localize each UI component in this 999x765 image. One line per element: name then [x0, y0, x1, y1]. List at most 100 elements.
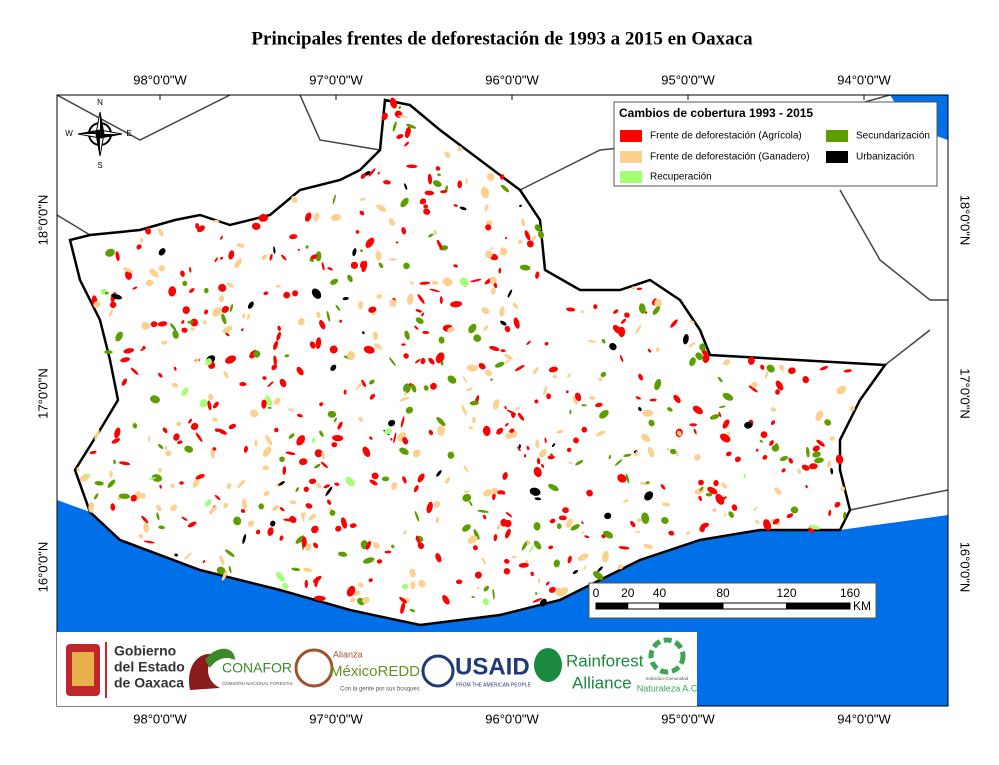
- land-cover-patch: [548, 366, 558, 373]
- land-cover-patch: [427, 173, 433, 185]
- land-cover-patch: [790, 506, 799, 514]
- land-cover-patch: [698, 479, 704, 486]
- land-cover-patch: [630, 520, 636, 528]
- land-cover-patch: [237, 479, 246, 489]
- land-cover-patch: [415, 358, 421, 364]
- land-cover-patch: [404, 391, 407, 396]
- land-cover-patch: [338, 551, 348, 557]
- land-cover-patch: [715, 493, 725, 505]
- land-cover-patch: [731, 504, 738, 511]
- scale-segment: [786, 602, 851, 610]
- land-cover-patch: [700, 522, 709, 529]
- land-cover-patch: [812, 451, 821, 458]
- land-cover-patch: [518, 562, 529, 568]
- land-cover-patch: [442, 595, 450, 605]
- land-cover-patch: [631, 286, 635, 290]
- land-cover-patch: [190, 327, 195, 331]
- land-cover-patch: [496, 427, 504, 435]
- land-cover-patch: [405, 406, 414, 414]
- land-cover-patch: [332, 434, 344, 442]
- land-cover-patch: [158, 372, 163, 378]
- compass-n: N: [97, 98, 103, 107]
- land-cover-patch: [113, 459, 116, 465]
- oaxaca-outline: [68, 98, 888, 627]
- land-cover-patch: [413, 449, 421, 458]
- land-cover-patch: [692, 405, 703, 415]
- land-cover-patch: [437, 425, 446, 436]
- latitude-label: 18°0'0"N: [958, 195, 973, 246]
- land-cover-patch: [287, 408, 294, 412]
- land-cover-patch: [313, 595, 326, 601]
- land-cover-patch: [279, 535, 284, 541]
- land-cover-patch: [440, 360, 444, 366]
- land-cover-patch: [395, 241, 399, 244]
- legend-label: Frente de deforestación (Ganadero): [650, 152, 810, 163]
- usaid-name: USAID: [455, 653, 530, 680]
- land-cover-patch: [291, 195, 298, 203]
- land-cover-patch: [815, 410, 824, 422]
- land-cover-patch: [340, 517, 348, 529]
- land-cover-patch: [255, 529, 261, 535]
- land-cover-patch: [365, 541, 372, 550]
- land-cover-patch: [459, 206, 467, 211]
- land-cover-patch: [399, 596, 408, 604]
- land-cover-patch: [229, 304, 234, 312]
- legend-label: Frente de deforestación (Agrícola): [650, 131, 802, 142]
- land-cover-patch: [277, 325, 281, 331]
- land-cover-patch: [359, 210, 365, 216]
- land-cover-patch: [788, 457, 794, 464]
- land-cover-patch: [723, 359, 731, 366]
- land-cover-patch: [360, 173, 366, 179]
- land-cover-patch: [279, 456, 285, 463]
- land-cover-patch: [272, 504, 279, 511]
- land-cover-patch: [829, 436, 835, 441]
- land-cover-patch: [581, 426, 588, 433]
- land-cover-patch: [93, 493, 99, 500]
- longitude-label: 96°0'0"W: [485, 711, 539, 726]
- land-cover-patch: [748, 385, 758, 393]
- land-cover-patch: [565, 518, 573, 529]
- land-cover-patch: [376, 204, 387, 212]
- land-cover-patch: [389, 299, 397, 307]
- land-cover-patch: [539, 598, 547, 607]
- legend-swatch: [826, 130, 848, 142]
- land-cover-patch: [507, 289, 513, 298]
- land-cover-patch: [572, 569, 579, 575]
- land-cover-patch: [192, 478, 200, 488]
- land-cover-patch: [489, 346, 500, 351]
- land-cover-patch: [369, 393, 376, 400]
- land-cover-patch: [753, 506, 758, 511]
- land-cover-patch: [824, 419, 832, 426]
- land-cover-patch: [251, 222, 261, 230]
- land-cover-patch: [647, 348, 652, 353]
- land-cover-patch: [150, 321, 158, 328]
- land-cover-patch: [349, 597, 356, 603]
- land-cover-patch: [330, 364, 337, 372]
- land-cover-patch: [222, 326, 233, 334]
- land-cover-patch: [212, 447, 217, 451]
- land-cover-patch: [409, 568, 416, 575]
- land-cover-patch: [608, 454, 612, 460]
- land-cover-patch: [581, 521, 584, 525]
- land-cover-patch: [404, 183, 408, 190]
- land-cover-patch: [316, 482, 322, 489]
- land-cover-patch: [518, 444, 521, 449]
- land-cover-patch: [635, 324, 642, 334]
- land-cover-patch: [717, 376, 723, 383]
- land-cover-patch: [617, 564, 624, 570]
- land-cover-patch: [763, 519, 772, 531]
- land-cover-patch: [428, 429, 434, 436]
- land-cover-patch: [415, 535, 421, 545]
- land-cover-patch: [305, 245, 309, 249]
- alianza-subtitle: Con la gente por sus bosques: [340, 687, 420, 693]
- longitude-label: 94°0'0"W: [837, 711, 891, 726]
- land-cover-patch: [369, 479, 378, 486]
- land-cover-patch: [378, 262, 384, 269]
- land-cover-patch: [355, 230, 360, 234]
- land-cover-patch: [264, 395, 273, 407]
- land-cover-patch: [337, 421, 343, 430]
- land-cover-patch: [265, 434, 273, 446]
- land-cover-patch: [494, 361, 505, 368]
- land-cover-patch: [404, 141, 410, 147]
- land-cover-patch: [363, 345, 375, 354]
